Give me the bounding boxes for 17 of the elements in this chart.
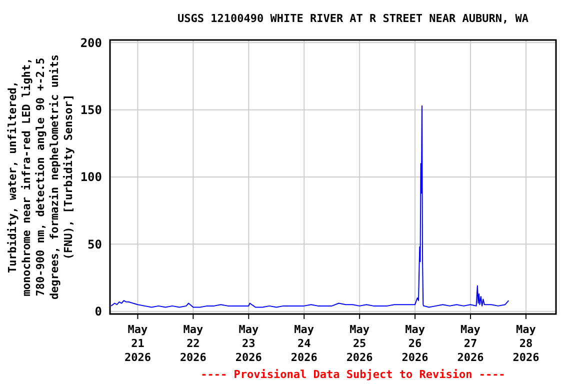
y-tick-label: 0 [94, 304, 102, 319]
x-tick-label: May 27 2026 [457, 323, 484, 364]
x-tick-label: May 28 2026 [512, 323, 540, 364]
x-tick-label: May 21 2026 [124, 323, 152, 364]
text: ---- Provisional Data Subject to Revision ---- [200, 368, 506, 381]
x-tick-label: May 24 2026 [290, 323, 318, 364]
y-axis-title: Turbidity, water, unfiltered, monochrome near infra-red LED light, 780-900 nm, detection angle 90 +-2.5 degrees, formazin nephelometric units (FNU), [Turbidity Sensor] [6, 54, 75, 300]
x-tick-label: May 23 2026 [235, 323, 262, 364]
y-tick-label: 100 [80, 170, 102, 184]
y-tick-label: 50 [88, 237, 102, 252]
line-series [110, 105, 510, 308]
chart-title: USGS 12100490 WHITE RIVER AT R STREET NEAR AUBURN, WA [178, 12, 529, 25]
x-tick-label: May 22 2026 [180, 323, 207, 364]
y-tick-label: 150 [80, 103, 102, 118]
y-tick-label: 200 [80, 36, 102, 50]
x-tick-label: May 26 2026 [402, 323, 429, 364]
x-tick-label: May 25 2026 [346, 323, 374, 364]
